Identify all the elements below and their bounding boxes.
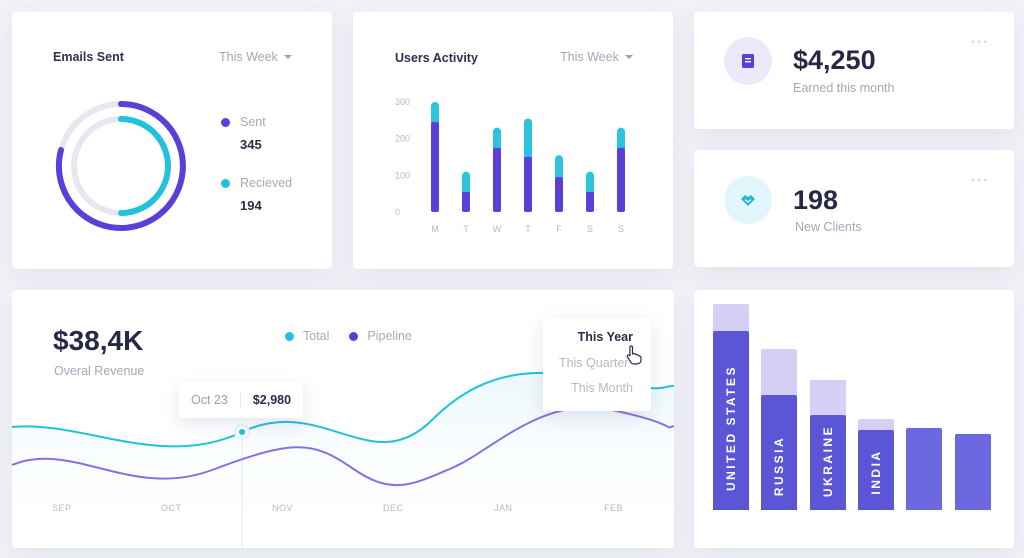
legend-item-pipeline: Pipeline [349,329,412,343]
tooltip-amount: $2,980 [252,393,292,407]
activity-bar-front [462,191,470,212]
country-label: UKRAINE [820,424,835,497]
country-bar[interactable]: UNITED STATES [713,304,749,510]
x-tick-label: W [493,224,502,234]
legend-sent-label: Sent [240,115,266,129]
pipeline-dot-icon [349,331,359,341]
country-bar-filled [954,433,991,510]
country-label: UNITED STATES [724,364,738,491]
activity-bar-front [617,147,625,212]
activity-bar-front [524,157,532,212]
chevron-down-icon [624,55,633,59]
emails-sent-title: Emails Sent [53,50,124,64]
legend-sent-value: 345 [240,137,262,152]
countries-card: UNITED STATES RUSSIA UKRAINE INDIA [694,290,1014,548]
country-bar[interactable]: INDIA [857,419,894,510]
countries-bar-chart: UNITED STATES RUSSIA UKRAINE INDIA [713,304,1003,524]
chevron-down-icon [283,55,292,59]
y-tick-label: 100 [395,170,410,180]
period-option-this-month[interactable]: This Month [571,381,633,395]
y-tick-label: 300 [395,97,410,107]
x-tick-label: M [431,224,439,234]
period-menu: This Year This Quarter This Month [543,318,651,411]
earned-more-icon[interactable]: ··· [970,33,989,50]
legend-item-sent: Sent [221,115,321,129]
x-tick-label: S [618,224,624,234]
country-label: INDIA [868,448,883,495]
legend-recieved-value: 194 [240,198,262,213]
recieved-dot-icon [221,178,230,188]
revenue-value: $38,4K [53,325,144,356]
activity-period-dropdown[interactable]: This Week [560,50,633,64]
period-option-this-year[interactable]: This Year [577,330,633,344]
revenue-card: $38,4K Overal Revenue Total Pipeline SEP… [12,290,674,548]
tooltip-date: Oct 23 [191,393,228,407]
x-tick-label: T [463,224,469,234]
receipt-icon [724,37,772,85]
earned-value: $4,250 [793,45,876,75]
users-activity-bar-chart: 300 200 100 0 M T W T F S S [395,97,625,234]
users-activity-title: Users Activity [395,51,478,65]
earned-label: Earned this month [793,81,895,95]
emails-legend: Sent 345 Recieved 194 [221,115,321,213]
clients-card: 198 New Clients ··· [694,150,1014,267]
total-point-dot [239,429,245,435]
earned-card: $4,250 Earned this month ··· [694,12,1014,129]
revenue-legend: Total Pipeline [285,329,412,343]
hand-cursor-icon [626,345,642,365]
emails-sent-card: Emails Sent This Week Sent 345 Recieved … [12,12,332,269]
x-tick-label: T [525,224,531,234]
revenue-label: Overal Revenue [54,364,145,378]
clients-label: New Clients [795,220,862,234]
legend-total-label: Total [303,329,330,343]
activity-bar-front [586,191,594,212]
country-bar[interactable]: UKRAINE [809,380,846,510]
activity-bar-front [431,122,439,212]
country-bar-filled [857,429,894,510]
emails-donut-chart [55,101,186,231]
emails-period-dropdown[interactable]: This Week [219,50,292,64]
tooltip-divider [239,392,241,408]
country-bar[interactable] [954,433,991,510]
revenue-tooltip: Oct 23 $2,980 [179,382,304,418]
clients-value: 198 [793,185,839,215]
revenue-x-axis: SEP OCT NOV DEC JAN FEB [12,503,674,517]
total-dot-icon [285,331,294,341]
users-activity-card: Users Activity This Week 300 200 100 0 M T W T F… [353,12,673,269]
country-bar-filled [906,439,943,510]
country-label: RUSSIA [772,435,787,497]
clients-more-icon[interactable]: ··· [970,171,989,188]
y-tick-label: 200 [395,134,410,144]
country-bar[interactable] [906,427,943,510]
x-tick-oct: OCT [161,503,182,513]
handshake-icon [724,176,772,224]
country-bar-filled [809,415,846,510]
country-bar-filled [713,330,749,510]
legend-item-total: Total [285,329,329,343]
x-tick-dec: DEC [383,503,404,513]
x-tick-nov: NOV [272,503,294,513]
x-tick-label: S [587,224,593,234]
emails-period-label: This Week [219,50,278,64]
activity-period-label: This Week [560,50,619,64]
legend-recieved-label: Recieved [240,176,293,190]
x-tick-label: F [556,224,562,234]
y-tick-label: 0 [395,207,400,217]
legend-item-recieved: Recieved [221,176,321,190]
donut-recieved-arc [118,116,171,216]
revenue-area-fill [12,372,674,548]
activity-bar-front [493,147,501,212]
period-option-this-quarter[interactable]: This Quarter [559,356,629,370]
x-tick-sep: SEP [52,503,72,513]
donut-sent-arc [55,101,186,231]
country-bar[interactable]: RUSSIA [761,349,798,510]
activity-bar-front [555,177,563,212]
sent-dot-icon [221,117,230,127]
x-tick-feb: FEB [604,503,624,513]
x-tick-jan: JAN [494,503,513,513]
country-bar-filled [761,394,798,510]
legend-pipeline-label: Pipeline [367,329,412,343]
